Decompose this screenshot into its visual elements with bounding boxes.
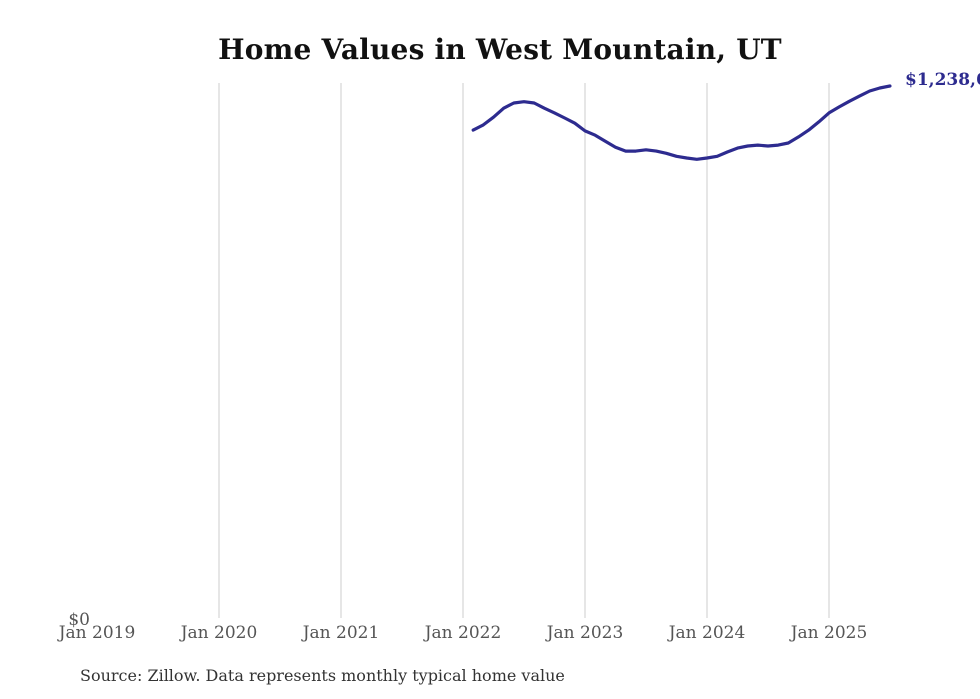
source-note: Source: Zillow. Data represents monthly …: [80, 666, 565, 685]
x-tick-label: Jan 2019: [58, 623, 136, 643]
chart-title: Home Values in West Mountain, UT: [218, 33, 782, 66]
x-tick-label: Jan 2022: [424, 623, 502, 643]
x-tick-label: Jan 2020: [180, 623, 258, 643]
x-tick-label: Jan 2021: [302, 623, 380, 643]
latest-value-label: $1,238,6: [905, 70, 980, 90]
x-tick-label: Jan 2025: [790, 623, 868, 643]
x-tick-label: Jan 2024: [668, 623, 746, 643]
x-tick-label: Jan 2023: [546, 623, 624, 643]
home-value-series-line: [471, 84, 892, 161]
y-axis-zero-label: $0: [68, 610, 90, 630]
